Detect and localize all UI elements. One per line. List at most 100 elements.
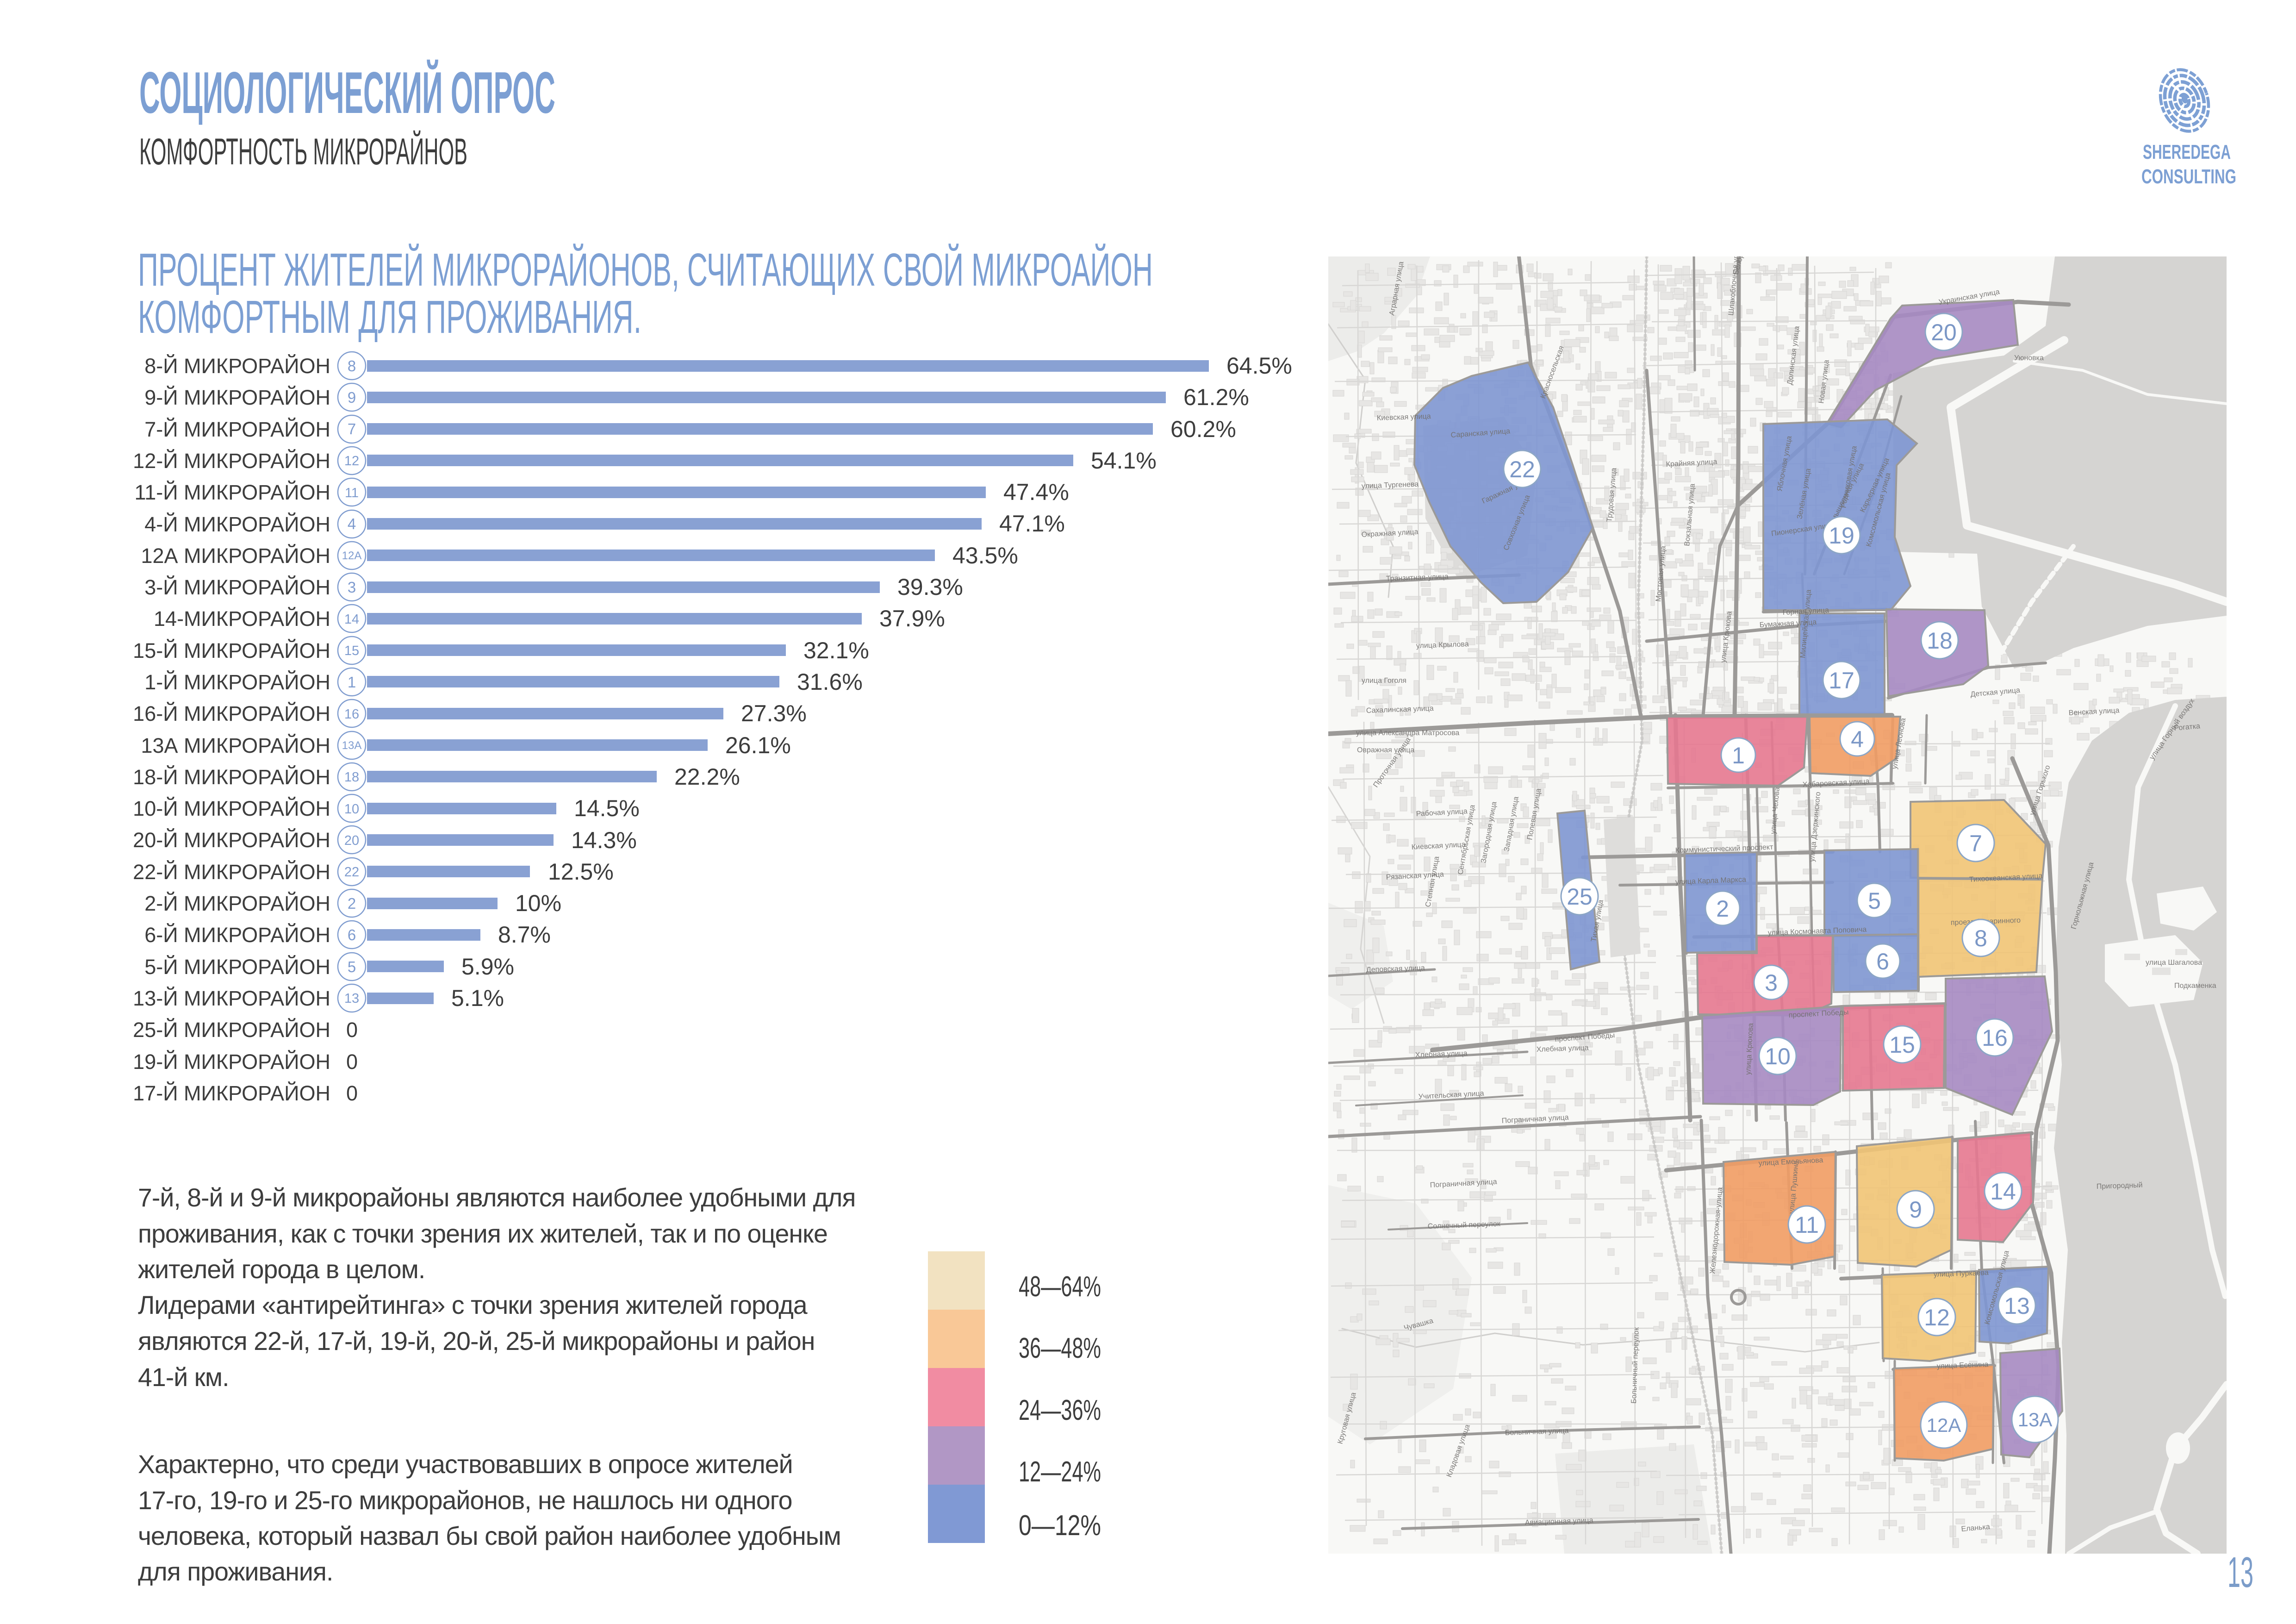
svg-text:для проживания.: для проживания.	[138, 1557, 333, 1586]
svg-text:16: 16	[344, 707, 359, 722]
svg-text:11: 11	[1795, 1212, 1819, 1238]
svg-text:6-Й МИКРОРАЙОН: 6-Й МИКРОРАЙОН	[144, 923, 330, 947]
svg-text:5: 5	[1868, 888, 1881, 914]
svg-text:Еланька: Еланька	[1961, 1523, 1991, 1533]
svg-text:0: 0	[346, 1018, 358, 1042]
svg-text:4: 4	[348, 515, 356, 532]
svg-text:31.6%: 31.6%	[797, 669, 863, 695]
svg-text:Больничный переулок: Больничный переулок	[1630, 1327, 1641, 1404]
svg-text:15: 15	[344, 643, 359, 658]
svg-text:5-Й МИКРОРАЙОН: 5-Й МИКРОРАЙОН	[144, 955, 330, 979]
svg-text:47.1%: 47.1%	[999, 511, 1065, 537]
svg-text:Рязанская улица: Рязанская улица	[1386, 870, 1444, 881]
svg-text:12А: 12А	[1927, 1414, 1961, 1436]
svg-text:17-Й МИКРОРАЙОН: 17-Й МИКРОРАЙОН	[133, 1081, 330, 1105]
svg-text:60.2%: 60.2%	[1170, 416, 1236, 442]
svg-text:12-Й МИКРОРАЙОН: 12-Й МИКРОРАЙОН	[133, 449, 330, 473]
svg-text:17: 17	[1829, 668, 1854, 693]
svg-text:1: 1	[1732, 743, 1745, 768]
svg-text:10: 10	[1765, 1043, 1791, 1069]
svg-text:СОЦИОЛОГИЧЕСКИЙ ОПРОС: СОЦИОЛОГИЧЕСКИЙ ОПРОС	[139, 60, 555, 125]
svg-text:Деповская улица: Деповская улица	[1366, 964, 1425, 974]
svg-text:Хлебная улица: Хлебная улица	[1415, 1049, 1468, 1059]
svg-text:1-Й МИКРОРАЙОН: 1-Й МИКРОРАЙОН	[144, 670, 330, 694]
svg-text:41-й км.: 41-й км.	[138, 1363, 229, 1392]
svg-text:Венская улица: Венская улица	[2068, 706, 2120, 717]
svg-text:47.4%: 47.4%	[1003, 479, 1069, 505]
svg-text:0—12%: 0—12%	[1019, 1510, 1101, 1542]
svg-text:18: 18	[344, 770, 359, 785]
svg-text:24—36%: 24—36%	[1019, 1394, 1101, 1426]
svg-text:22: 22	[1509, 456, 1535, 482]
svg-text:КОМФОРТНЫМ ДЛЯ ПРОЖИВАНИЯ.: КОМФОРТНЫМ ДЛЯ ПРОЖИВАНИЯ.	[138, 291, 641, 343]
svg-text:20: 20	[1931, 319, 1957, 345]
svg-text:Крайняя улица: Крайняя улица	[1666, 458, 1717, 468]
svg-text:Пригородный: Пригородный	[2097, 1181, 2143, 1191]
svg-text:8-Й МИКРОРАЙОН: 8-Й МИКРОРАЙОН	[144, 354, 330, 378]
svg-text:22.2%: 22.2%	[674, 764, 740, 790]
svg-text:Хлебная улица: Хлебная улица	[1537, 1044, 1589, 1054]
svg-text:20: 20	[344, 833, 359, 848]
svg-text:7: 7	[348, 420, 356, 437]
svg-text:Рабочая улица: Рабочая улица	[1416, 807, 1468, 818]
svg-text:улица Пуркаева: улица Пуркаева	[1934, 1269, 1989, 1279]
svg-text:19: 19	[1829, 523, 1854, 549]
svg-text:Транзитная-улица: Транзитная-улица	[1386, 573, 1449, 583]
svg-text:Больничная улица: Больничная улица	[1505, 1427, 1569, 1437]
svg-text:1: 1	[348, 674, 356, 691]
svg-text:17-го, 19-го и 25-го микрорайо: 17-го, 19-го и 25-го микрорайонов, не на…	[138, 1486, 792, 1515]
svg-text:6: 6	[1876, 949, 1889, 974]
svg-text:61.2%: 61.2%	[1183, 384, 1249, 410]
svg-text:человека, который назвал бы св: человека, который назвал бы свой район н…	[138, 1522, 841, 1550]
svg-text:4-Й МИКРОРАЙОН: 4-Й МИКРОРАЙОН	[144, 512, 330, 536]
svg-text:5.9%: 5.9%	[461, 954, 514, 980]
svg-text:7-Й МИКРОРАЙОН: 7-Й МИКРОРАЙОН	[144, 418, 330, 441]
svg-text:27.3%: 27.3%	[741, 700, 807, 726]
svg-text:14.5%: 14.5%	[574, 795, 640, 821]
svg-text:Рогатка: Рогатка	[2174, 722, 2201, 732]
svg-text:Характерно, что среди участвов: Характерно, что среди участвовавших в оп…	[138, 1450, 793, 1479]
svg-text:Окражная улица: Окражная улица	[1361, 528, 1419, 539]
svg-text:12: 12	[1924, 1305, 1950, 1330]
svg-text:12—24%: 12—24%	[1019, 1456, 1101, 1488]
svg-text:20-Й МИКРОРАЙОН: 20-Й МИКРОРАЙОН	[133, 828, 330, 852]
svg-text:ПРОЦЕНТ ЖИТЕЛЕЙ МИКРОРАЙОНОВ,: ПРОЦЕНТ ЖИТЕЛЕЙ МИКРОРАЙОНОВ, СЧИТАЮЩИХ …	[138, 244, 1153, 296]
svg-text:являются 22-й, 17-й, 19-й, 20-: являются 22-й, 17-й, 19-й, 20-й, 25-й ми…	[138, 1327, 815, 1355]
svg-text:8: 8	[348, 357, 356, 375]
svg-text:22: 22	[344, 865, 359, 880]
svg-text:улица Шагалова: улица Шагалова	[2146, 959, 2202, 967]
svg-text:Киевская улица: Киевская улица	[1377, 412, 1431, 422]
svg-text:КОМФОРТНОСТЬ МИКРОРАЙНОВ: КОМФОРТНОСТЬ МИКРОРАЙНОВ	[139, 130, 467, 173]
svg-text:улица Гоголя: улица Гоголя	[1362, 677, 1406, 685]
svg-text:16: 16	[1982, 1025, 2008, 1051]
svg-text:7: 7	[1969, 831, 1982, 856]
svg-text:улица Есенина: улица Есенина	[1937, 1361, 1989, 1370]
svg-text:Бумажная улица: Бумажная улица	[1759, 618, 1817, 629]
svg-text:9-Й МИКРОРАЙОН: 9-Й МИКРОРАЙОН	[144, 386, 330, 409]
svg-text:32.1%: 32.1%	[803, 637, 869, 663]
svg-text:9: 9	[348, 389, 356, 406]
svg-text:Горная улица: Горная улица	[1782, 606, 1829, 617]
svg-text:7-й, 8-й и 9-й микрорайоны явл: 7-й, 8-й и 9-й микрорайоны являются наиб…	[138, 1183, 855, 1212]
svg-text:Киевская улица: Киевская улица	[1411, 841, 1466, 851]
svg-text:54.1%: 54.1%	[1091, 448, 1157, 474]
svg-text:2: 2	[1716, 896, 1729, 922]
svg-text:25-Й МИКРОРАЙОН: 25-Й МИКРОРАЙОН	[133, 1018, 330, 1042]
svg-text:улица Крылова: улица Крылова	[1416, 640, 1469, 650]
svg-text:25: 25	[1567, 884, 1593, 910]
svg-text:CONSULTING: CONSULTING	[2141, 165, 2236, 188]
svg-text:13: 13	[2228, 1548, 2253, 1596]
svg-text:жителей города в целом.: жителей города в целом.	[138, 1255, 425, 1284]
svg-text:SHEREDEGA: SHEREDEGA	[2143, 141, 2231, 163]
svg-text:3: 3	[1765, 970, 1778, 996]
svg-text:Солнечный переулок: Солнечный переулок	[1428, 1220, 1501, 1230]
svg-text:16-Й МИКРОРАЙОН: 16-Й МИКРОРАЙОН	[133, 702, 330, 725]
svg-text:13-Й МИКРОРАЙОН: 13-Й МИКРОРАЙОН	[133, 987, 330, 1010]
svg-text:2: 2	[348, 895, 356, 912]
svg-text:Овражная улица: Овражная улица	[1357, 746, 1414, 754]
svg-text:36—48%: 36—48%	[1019, 1332, 1101, 1364]
svg-text:64.5%: 64.5%	[1226, 353, 1292, 379]
svg-text:14.3%: 14.3%	[571, 827, 637, 853]
svg-text:улица Крюкова: улица Крюкова	[1744, 1023, 1755, 1075]
svg-text:48—64%: 48—64%	[1019, 1271, 1101, 1303]
